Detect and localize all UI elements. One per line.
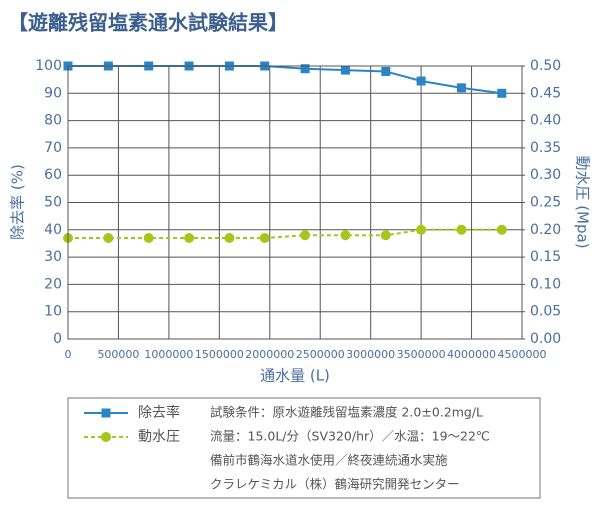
y2-tick-label: 0.50	[530, 58, 561, 74]
marker	[143, 232, 154, 243]
y-tick-label: 30	[44, 249, 62, 265]
x-tick-label: 1500000	[195, 348, 244, 361]
series-line	[68, 65, 502, 95]
marker	[497, 88, 507, 98]
y-tick-label: 50	[44, 195, 62, 211]
y2-tick-label: 0.45	[530, 85, 561, 101]
marker	[496, 224, 507, 235]
y2-tick-label: 0.05	[530, 304, 561, 320]
marker	[416, 224, 427, 235]
x-tick-label: 2500000	[296, 348, 345, 361]
x-tick-label: 4500000	[498, 348, 547, 361]
plot-frame	[67, 65, 523, 340]
marker	[300, 230, 311, 241]
note: 備前市鶴海水道水使用／終夜連続通水実施	[210, 453, 448, 468]
marker	[259, 232, 270, 243]
y2-tick-label: 0.30	[530, 167, 561, 183]
marker	[103, 232, 114, 243]
x-tick-label: 2000000	[245, 348, 294, 361]
marker	[300, 64, 310, 74]
legend-marker	[101, 408, 111, 418]
legend-box	[67, 397, 541, 499]
marker	[456, 83, 466, 93]
y-axis-label: 除去率 (%)	[9, 164, 27, 240]
y-tick-label: 70	[44, 140, 62, 156]
x-tick-label: 500000	[97, 348, 139, 361]
y-tick-label: 90	[44, 85, 62, 101]
y2-axis-label: 動水圧 (Mpa)	[574, 155, 592, 248]
y2-tick-label: 0.15	[530, 249, 561, 265]
y2-tick-label: 0.20	[530, 222, 561, 238]
y-tick-label: 20	[44, 276, 62, 292]
marker	[380, 230, 391, 241]
y2-tick-label: 0.35	[530, 140, 561, 156]
legend-label: 動水圧	[138, 429, 180, 445]
legend-label: 除去率	[138, 404, 180, 421]
marker	[184, 232, 195, 243]
note: 試験条件：原水遊離残留塩素濃度 2.0±0.2mg/L	[210, 405, 483, 420]
x-tick-label: 4000000	[447, 348, 496, 361]
y-tick-label: 0	[53, 331, 62, 347]
y-tick-label: 10	[44, 304, 62, 320]
marker	[340, 65, 350, 75]
x-tick-label: 3500000	[397, 348, 446, 361]
note: クラレケミカル（株）鶴海研究開発センター	[210, 477, 460, 492]
y2-tick-label: 0.40	[530, 113, 561, 129]
marker	[456, 224, 467, 235]
y2-tick-label: 0.00	[530, 331, 561, 347]
y-tick-label: 100	[35, 58, 62, 74]
marker	[340, 230, 351, 241]
y-tick-label: 40	[44, 222, 62, 238]
y-tick-label: 80	[44, 113, 62, 129]
y2-tick-label: 0.25	[530, 195, 561, 211]
x-tick-label: 3000000	[346, 348, 395, 361]
legend-marker	[101, 432, 111, 442]
x-axis-label: 通水量 (L)	[260, 367, 330, 385]
marker	[381, 66, 391, 76]
marker	[224, 232, 235, 243]
y2-tick-label: 0.10	[530, 276, 561, 292]
marker	[416, 76, 426, 86]
x-tick-label: 0	[65, 348, 72, 361]
y-tick-label: 60	[44, 167, 62, 183]
series-line	[68, 228, 502, 239]
chart-title: 【遊離残留塩素通水試験結果】	[8, 11, 288, 35]
x-tick-label: 1000000	[144, 348, 193, 361]
note: 流量：15.0L/分（SV320/hr）／水温：19〜22℃	[210, 429, 490, 444]
